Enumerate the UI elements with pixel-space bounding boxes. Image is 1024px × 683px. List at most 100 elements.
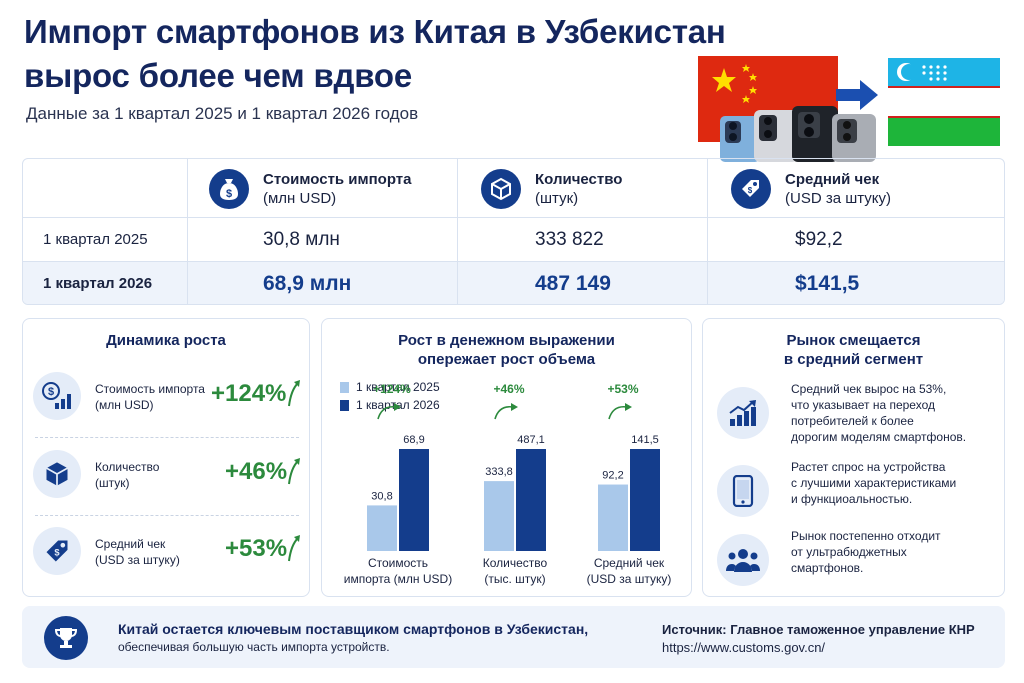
money-bag-icon: $ — [209, 169, 249, 209]
column-unit: (штук) — [535, 190, 579, 207]
growth-arrowhead — [625, 403, 632, 411]
growth-percent: +46% — [225, 458, 288, 485]
panel-title: Рынок смещается в средний сегмент — [703, 331, 1004, 369]
column-header-quantity: Количество (штук) — [481, 167, 622, 211]
arrow-right-icon — [836, 78, 880, 117]
column-title: Количество — [535, 171, 623, 188]
table-divider — [187, 159, 188, 304]
info-item: Растет спрос на устройства с лучшими хар… — [717, 459, 993, 523]
growth-arrow-icon — [377, 405, 397, 420]
svg-text:$: $ — [748, 186, 753, 195]
bar — [367, 505, 397, 551]
source-label: Источник: Главное таможенное управление … — [662, 622, 975, 637]
bar — [399, 449, 429, 551]
bar — [630, 449, 660, 551]
growth-percent: +53% — [225, 535, 288, 562]
growth-annotation: +46% — [493, 382, 524, 396]
column-unit: (млн USD) — [263, 190, 337, 207]
price-tag-icon: $ — [33, 527, 81, 575]
info-text: Растет спрос на устройства с лучшими хар… — [791, 459, 991, 507]
info-line: от ультрабюджетных — [791, 545, 907, 559]
smartphones-illustration — [718, 104, 878, 162]
growth-item: $ Стоимость импорта (млн USD) +124% — [33, 364, 301, 430]
trend-up-icon — [287, 456, 301, 491]
category-label: импорта (млн USD) — [344, 572, 452, 586]
column-header-import-value: $ Стоимость импорта (млн USD) — [209, 167, 412, 211]
growth-item: Количество (штук) +46% — [33, 442, 301, 508]
legend-label: 1 квартал 2025 — [356, 380, 440, 394]
growth-unit: (млн USD) — [95, 398, 154, 412]
category-label: (USD за штуку) — [587, 572, 672, 586]
data-label: 333,8 — [485, 466, 513, 478]
table-row-highlight: 1 квартал 2026 68,9 млн 487 149 $141,5 — [23, 262, 1004, 304]
growth-unit: (штук) — [95, 476, 130, 490]
growth-unit: (USD за штуку) — [95, 553, 180, 567]
data-label: 92,2 — [602, 470, 623, 482]
growth-label: Стоимость импорта — [95, 382, 205, 396]
column-title: Стоимость импорта — [263, 171, 412, 188]
info-line: и функциоальностью. — [791, 492, 913, 506]
info-line: смартфонов. — [791, 561, 864, 575]
uzbekistan-flag — [888, 58, 1000, 146]
trend-up-icon — [287, 533, 301, 568]
price-tag-icon: $ — [731, 169, 771, 209]
panel-title-line1: Рынок смещается — [786, 332, 921, 349]
growth-label: Количество — [95, 460, 160, 474]
growth-annotation: +53% — [607, 382, 638, 396]
growth-arrow-icon — [608, 405, 628, 420]
growth-item: $ Средний чек (USD за штуку) +53% — [33, 519, 301, 585]
info-line: что указывает на переход — [791, 398, 935, 412]
data-label: 30,8 — [371, 490, 392, 502]
legend-item: 1 квартал 2025 — [340, 380, 440, 394]
row-label: 1 квартал 2025 — [43, 231, 148, 248]
table-cell: $92,2 — [795, 229, 843, 250]
market-panel: Рынок смещается в средний сегмент Средни… — [702, 318, 1005, 597]
hero-graphic — [698, 52, 1008, 162]
column-header-avg-check: $ Средний чек (USD за штуку) — [731, 167, 891, 211]
svg-text:$: $ — [226, 188, 232, 200]
info-text: Рынок постепенно отходит от ультрабюджет… — [791, 528, 991, 576]
chart-panel: Рост в денежном выражении опережает рост… — [321, 318, 692, 597]
growth-arrowhead — [394, 403, 401, 411]
legend-label: 1 квартал 2026 — [356, 398, 440, 412]
trend-up-icon — [287, 378, 301, 413]
column-title: Средний чек — [785, 171, 880, 188]
table-row: 1 квартал 2025 30,8 млн 333 822 $92,2 — [23, 218, 1004, 262]
data-label: 141,5 — [631, 434, 659, 446]
table-cell: 333 822 — [535, 229, 604, 250]
info-line: Рынок постепенно отходит — [791, 529, 941, 543]
source-link[interactable]: https://www.customs.gov.cn/ — [662, 640, 826, 655]
page-subtitle: Данные за 1 квартал 2025 и 1 квартал 202… — [26, 104, 419, 123]
table-divider — [707, 159, 708, 304]
info-item: Средний чек вырос на 53%, что указывает … — [717, 381, 993, 445]
panel-title: Динамика роста — [106, 332, 226, 349]
bar — [484, 481, 514, 551]
info-text: Средний чек вырос на 53%, что указывает … — [791, 381, 991, 445]
table-header: $ Стоимость импорта (млн USD) Количество (… — [23, 159, 1004, 218]
svg-text:$: $ — [48, 386, 54, 398]
trophy-icon — [44, 616, 88, 660]
growth-label: Средний чек — [95, 537, 166, 551]
data-label: 487,1 — [517, 434, 545, 446]
table-cell: 68,9 млн — [263, 272, 352, 295]
category-label: (тыс. штук) — [484, 572, 545, 586]
table-cell: 487 149 — [535, 272, 611, 295]
table-cell: 30,8 млн — [263, 229, 340, 250]
info-line: Растет спрос на устройства — [791, 460, 946, 474]
legend-swatch — [340, 381, 349, 393]
page-title: Импорт смартфонов из Китая в Узбекистан … — [24, 13, 726, 94]
column-unit: (USD за штуку) — [785, 190, 892, 207]
info-line: Средний чек вырос на 53%, — [791, 382, 947, 396]
bar — [598, 484, 628, 551]
category-label: Количество — [483, 556, 548, 570]
growth-arrowhead — [511, 403, 518, 411]
footer-banner: Китай остается ключевым поставщиком смар… — [22, 606, 1005, 668]
info-line: с лучшими характеристиками — [791, 476, 957, 490]
box-icon — [481, 169, 521, 209]
bar — [516, 449, 546, 551]
legend-swatch — [340, 399, 349, 411]
row-label: 1 квартал 2026 — [43, 275, 153, 292]
chart-title-line2: опережает рост объема — [417, 351, 596, 368]
growth-annotation: +124% — [373, 382, 411, 396]
dollar-chart-icon: $ — [33, 372, 81, 420]
